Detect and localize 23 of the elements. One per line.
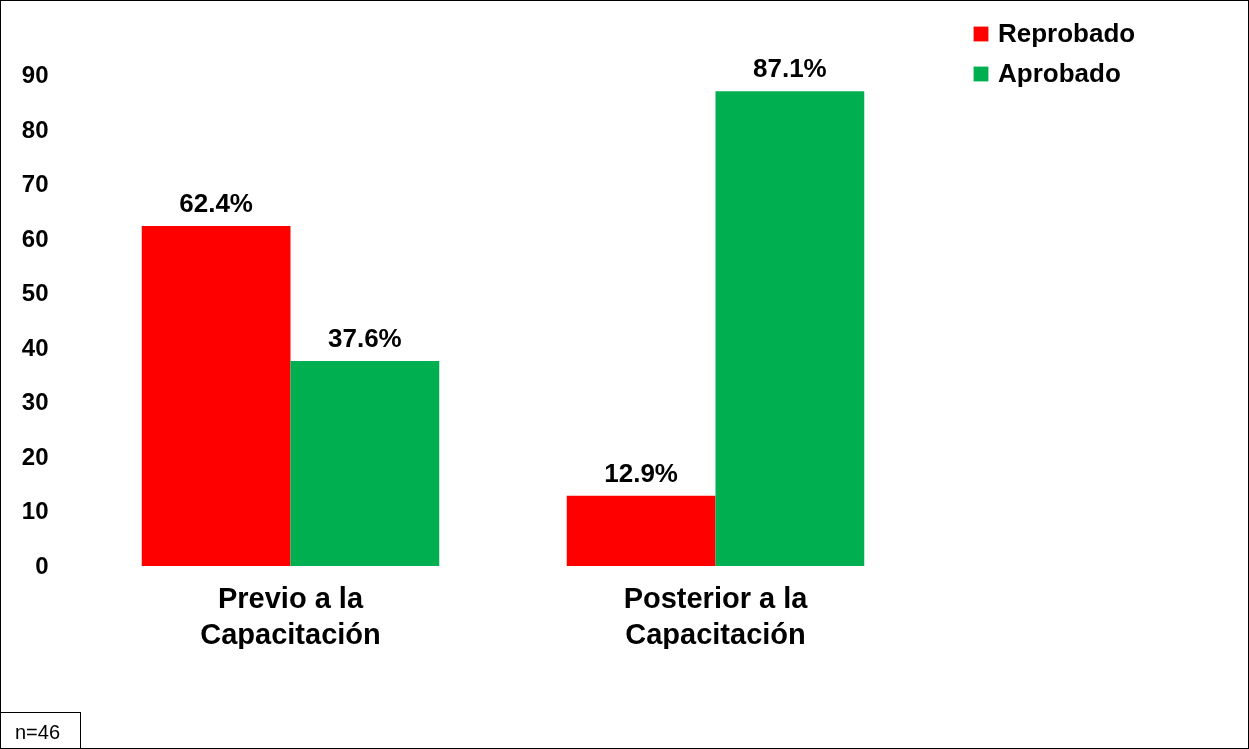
- y-tick-label: 30: [21, 388, 49, 415]
- y-tick-label: 0: [35, 551, 49, 579]
- legend-label: Reprobado: [998, 18, 1136, 48]
- data-label: 12.9%: [604, 457, 678, 488]
- bar: [715, 91, 865, 566]
- data-label: 87.1%: [753, 53, 827, 84]
- legend-label: Aprobado: [998, 58, 1121, 88]
- data-label: 62.4%: [179, 187, 253, 218]
- bar: [566, 495, 716, 566]
- bar: [141, 225, 291, 566]
- y-tick-label: 70: [21, 170, 49, 197]
- x-tick-label: Posterior a la Capacitación: [623, 581, 809, 650]
- y-tick-label: 40: [21, 333, 49, 361]
- y-tick-label: 80: [21, 115, 49, 143]
- y-tick-label: 50: [21, 279, 49, 306]
- x-tick-label: Previo a la Capacitación: [200, 581, 381, 650]
- y-tick-label: 20: [21, 442, 49, 470]
- y-tick-label: 90: [21, 61, 49, 88]
- y-tick-label: 10: [21, 497, 49, 524]
- data-label: 37.6%: [328, 323, 402, 354]
- bar: [290, 361, 440, 566]
- text: n=46: [0, 712, 82, 749]
- y-tick-label: 60: [21, 224, 49, 252]
